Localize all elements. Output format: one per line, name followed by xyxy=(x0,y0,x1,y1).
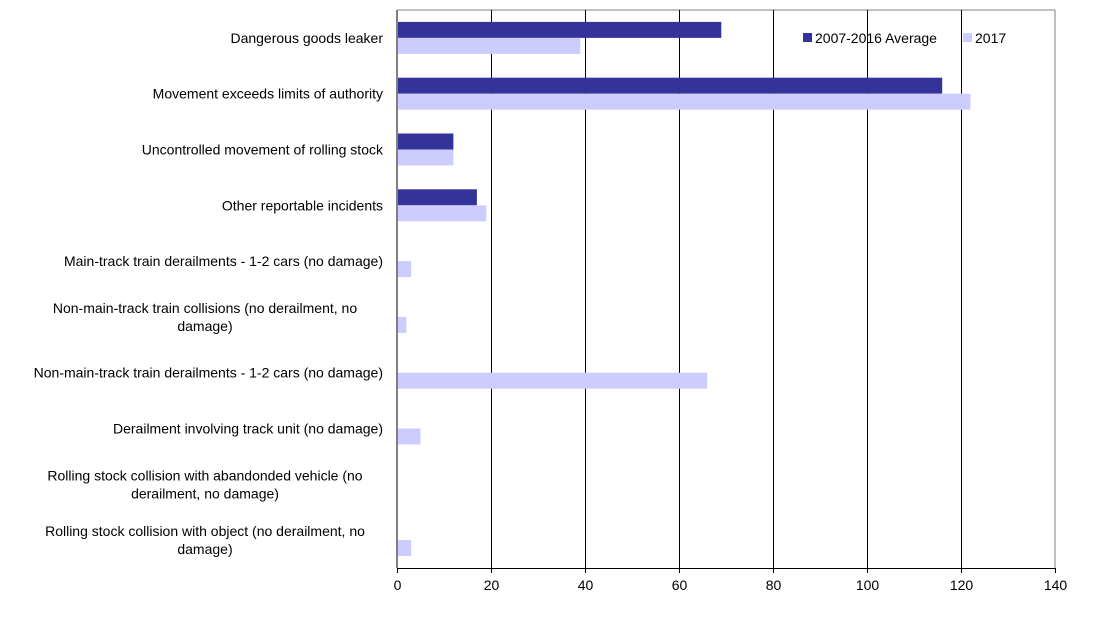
bar-2017 xyxy=(398,372,708,389)
legend-label: 2017 xyxy=(975,30,1006,46)
bar-2017 xyxy=(398,428,421,445)
bar-2017 xyxy=(398,205,487,222)
bar-average xyxy=(398,133,454,150)
category-label: Derailment involving track unit (no dama… xyxy=(113,421,383,437)
x-tick-label: 140 xyxy=(1044,577,1068,593)
x-tick-label: 20 xyxy=(484,577,500,593)
category-label: Other reportable incidents xyxy=(222,197,383,213)
x-tick-label: 60 xyxy=(672,577,688,593)
bar-average xyxy=(398,189,477,206)
category-label: Main-track train derailments - 1-2 cars … xyxy=(64,253,383,269)
legend-swatch xyxy=(803,33,812,42)
category-label: damage) xyxy=(177,318,232,334)
bar-average xyxy=(398,77,943,94)
category-label: Non-main-track train derailments - 1-2 c… xyxy=(34,365,383,381)
bar-2017 xyxy=(398,149,454,166)
legend-swatch xyxy=(963,33,972,42)
category-label: Dangerous goods leaker xyxy=(230,30,383,46)
bar-2017 xyxy=(398,93,971,110)
x-tick-label: 40 xyxy=(578,577,594,593)
x-tick-label: 80 xyxy=(766,577,782,593)
category-label: Uncontrolled movement of rolling stock xyxy=(142,142,384,158)
bar-2017 xyxy=(398,540,412,557)
category-label: Non-main-track train collisions (no dera… xyxy=(53,300,357,316)
category-label: Rolling stock collision with object (no … xyxy=(45,523,365,539)
category-label: derailment, no damage) xyxy=(131,485,279,501)
x-tick-label: 100 xyxy=(856,577,880,593)
x-tick-label: 120 xyxy=(950,577,974,593)
x-tick-label: 0 xyxy=(394,577,402,593)
category-label: Movement exceeds limits of authority xyxy=(153,86,383,102)
bar-2017 xyxy=(398,316,407,333)
legend-label: 2007-2016 Average xyxy=(815,30,937,46)
bar-average xyxy=(398,21,722,38)
category-label: Rolling stock collision with abandonded … xyxy=(47,467,362,483)
category-label: damage) xyxy=(177,541,232,557)
bar-2017 xyxy=(398,37,581,54)
bar-2017 xyxy=(398,261,412,278)
